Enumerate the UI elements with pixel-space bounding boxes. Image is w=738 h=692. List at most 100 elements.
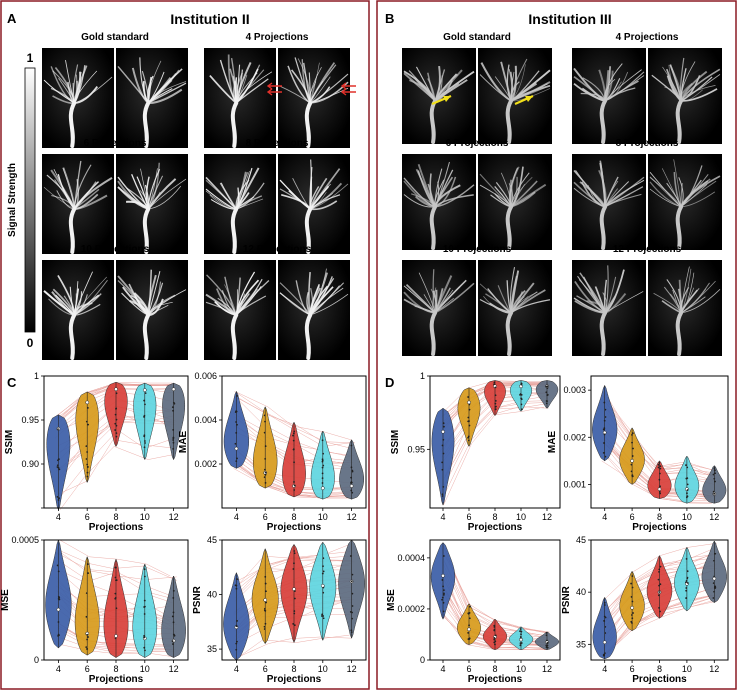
angiogram-b-3-lateral bbox=[572, 154, 646, 251]
violin-point bbox=[321, 482, 324, 484]
violin-median bbox=[234, 446, 239, 451]
violin-point bbox=[604, 632, 607, 634]
violin-point bbox=[442, 555, 445, 557]
violin-point bbox=[686, 582, 689, 584]
violin-point bbox=[85, 592, 88, 595]
paired-line bbox=[59, 539, 171, 577]
violin-point bbox=[235, 421, 237, 423]
x-tick-label: 12 bbox=[542, 664, 552, 674]
violin-point bbox=[685, 558, 688, 560]
violin-point bbox=[546, 641, 549, 644]
violin-point bbox=[172, 436, 175, 439]
paired-line bbox=[602, 398, 712, 474]
title-institution-ii: Institution II bbox=[170, 11, 249, 27]
paired-line bbox=[236, 396, 355, 450]
violin-point bbox=[686, 492, 688, 495]
violin-point bbox=[602, 451, 605, 454]
violin-point bbox=[519, 644, 522, 647]
violin-point bbox=[685, 597, 688, 599]
violin-point bbox=[115, 407, 118, 410]
violin-point bbox=[350, 631, 353, 634]
annotation-arrow-red bbox=[266, 82, 282, 90]
violin-point bbox=[545, 645, 548, 648]
image-title-a-5: 12 Projections bbox=[243, 244, 312, 255]
violin-point bbox=[351, 592, 354, 595]
annotation-arrowhead-yellow bbox=[525, 96, 533, 102]
violin-point bbox=[114, 596, 117, 599]
violin-point bbox=[657, 466, 660, 469]
violin-point bbox=[493, 637, 496, 639]
violin-point bbox=[264, 471, 267, 474]
violin-point bbox=[292, 448, 295, 450]
x-axis-label: Projections bbox=[267, 674, 322, 685]
x-tick-label: 4 bbox=[440, 664, 445, 674]
violin-point bbox=[630, 596, 633, 598]
violin-point bbox=[236, 395, 239, 397]
violin-median bbox=[630, 459, 634, 463]
angiogram-a-2-frontal bbox=[116, 154, 188, 254]
violin-median bbox=[441, 573, 445, 578]
angiogram-a-3-lateral bbox=[204, 154, 276, 254]
paired-line bbox=[59, 446, 175, 510]
image-title-a-2: 6 Projections bbox=[84, 138, 147, 149]
violin-point bbox=[57, 635, 59, 637]
violin-point bbox=[115, 607, 118, 610]
violin-point bbox=[686, 477, 689, 480]
x-tick-label: 6 bbox=[263, 512, 268, 522]
violin-point bbox=[114, 576, 117, 579]
violin-point bbox=[350, 444, 353, 447]
violin-point bbox=[143, 399, 146, 402]
violin-point bbox=[603, 433, 606, 436]
violin-point bbox=[659, 583, 662, 586]
violin-point bbox=[546, 385, 549, 388]
violin-point bbox=[468, 424, 471, 427]
violin-point bbox=[172, 441, 175, 444]
violin-point bbox=[293, 590, 296, 593]
x-tick-label: 8 bbox=[657, 664, 662, 674]
violin-point bbox=[87, 466, 89, 468]
violin-point bbox=[143, 568, 146, 571]
violin-point bbox=[293, 461, 295, 464]
image-title-b-1: 4 Projections bbox=[616, 32, 679, 43]
violin-point bbox=[659, 492, 662, 495]
x-tick-label: 8 bbox=[291, 664, 296, 674]
y-tick-label: 0.002 bbox=[563, 432, 586, 442]
violin-point bbox=[468, 617, 471, 620]
violin-point bbox=[144, 403, 146, 406]
paired-line bbox=[56, 381, 173, 416]
x-axis-label: Projections bbox=[89, 522, 144, 533]
chart-d-psnr: 35 40 45 4 6 8 10 12 Projections PSNR bbox=[561, 535, 729, 685]
violin-point bbox=[143, 636, 146, 639]
violin-point bbox=[686, 576, 689, 579]
violin-point bbox=[143, 613, 146, 615]
paired-line bbox=[602, 395, 714, 471]
violin-point bbox=[87, 423, 90, 426]
violin-point bbox=[603, 442, 605, 444]
x-tick-label: 6 bbox=[466, 512, 471, 522]
angiogram-b-4-frontal bbox=[478, 260, 552, 357]
violin-point bbox=[236, 578, 239, 581]
x-tick-label: 6 bbox=[630, 664, 635, 674]
annotation-arrowhead-yellow bbox=[443, 96, 451, 102]
violin-point bbox=[114, 637, 117, 640]
violin-point bbox=[321, 472, 324, 475]
violin-point bbox=[631, 586, 634, 589]
violin-point bbox=[519, 393, 521, 396]
x-tick-label: 10 bbox=[318, 664, 328, 674]
violin-point bbox=[114, 429, 117, 431]
violin-point bbox=[57, 598, 60, 600]
x-tick-label: 8 bbox=[492, 512, 497, 522]
violin-point bbox=[56, 495, 59, 498]
panel-letter-d: D bbox=[385, 375, 394, 390]
x-tick-label: 8 bbox=[291, 512, 296, 522]
violin-point bbox=[714, 585, 717, 588]
violin-point bbox=[659, 485, 662, 488]
violin-median bbox=[349, 484, 354, 488]
angiogram-a-2-lateral bbox=[42, 154, 114, 254]
violin-point bbox=[520, 397, 523, 400]
violin-point bbox=[545, 632, 548, 634]
colorbar bbox=[24, 67, 36, 333]
violin-point bbox=[171, 615, 174, 618]
violin-median bbox=[602, 640, 607, 645]
violin-median bbox=[114, 634, 118, 638]
